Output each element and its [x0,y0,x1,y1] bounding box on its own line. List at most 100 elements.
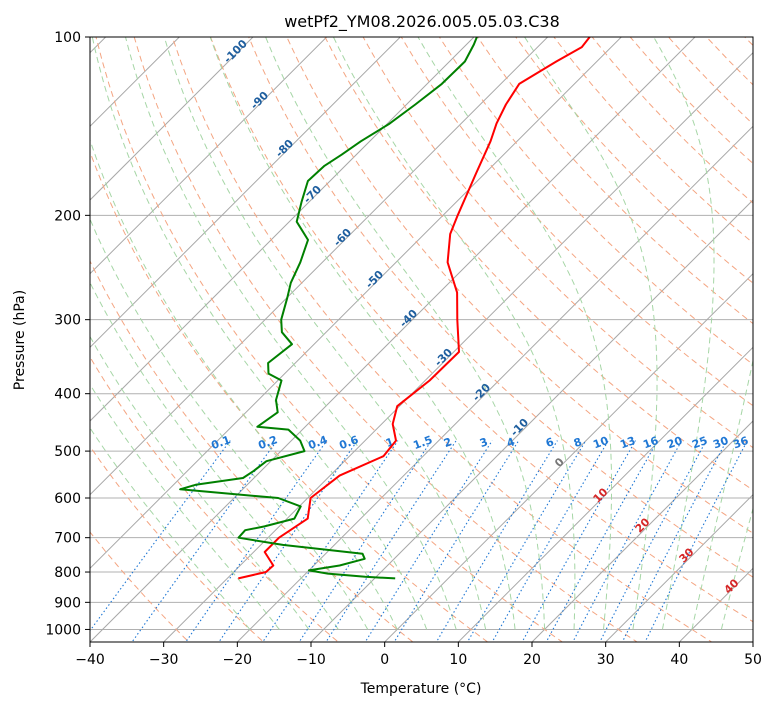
mixing-ratio-line [521,440,637,642]
dry-adiabat [515,37,753,284]
mixing-ratio-line [325,440,457,642]
y-tick-label: 600 [54,491,81,507]
contour-label: 0.1 [209,433,232,452]
mixing-ratio-line [262,440,399,642]
contour-label: -80 [273,137,296,160]
contour-label: 1 [384,435,396,450]
isotherm-line [90,37,402,349]
x-tick-label: −10 [296,652,326,668]
contour-label: -40 [397,307,420,330]
dry-adiabat [400,37,753,407]
dry-adiabat [756,10,775,654]
mixing-ratio-line [364,440,493,642]
contour-label: 6 [544,435,556,450]
y-tick-label: 500 [54,444,81,460]
dry-adiabat [744,37,753,47]
contour-label: 16 [641,434,660,452]
isotherm-line [383,272,753,642]
contour-label: 3 [478,435,490,450]
contour-label: 2 [442,435,454,450]
y-tick-label: 300 [54,313,81,329]
x-tick-label: 40 [670,652,688,668]
contour-label: 20 [633,515,653,535]
isotherm-line [90,37,475,422]
moist-adiabat [90,335,310,630]
profile-lines [179,37,591,580]
x-tick-label: −20 [223,652,253,668]
moist-adiabat [332,37,576,630]
moist-adiabat [163,37,487,630]
isotherm-line [236,125,753,642]
contour-label: -20 [470,381,493,404]
temperature-line [238,37,591,580]
isotherm-line [90,37,181,128]
contour-label: -60 [331,226,354,249]
contour-label: 36 [731,434,750,452]
plot-frame [89,36,754,643]
dry-adiabat [248,37,753,578]
y-axis-label: Pressure (hPa) [12,290,28,390]
y-tick-label: 700 [54,531,81,547]
x-axis: −40 −30 −20 −10 0 10 20 30 40 50 [75,642,762,668]
contour-label: 0.6 [337,433,360,452]
mixing-ratio-line [90,440,231,632]
isotherm-line [90,37,549,496]
dry-adiabat [286,37,753,534]
contour-labels: -100-90-80-70-60-50-40-30-20-10010203040… [209,37,750,597]
y-tick-label: 400 [54,387,81,403]
background-lines [0,10,775,654]
mixing-ratio-line [545,440,659,642]
contour-label: 0.4 [306,433,329,452]
contour-label: 13 [618,434,637,451]
dry-adiabat [438,37,753,366]
y-axis: 100 200 300 400 500 600 700 800 900 1000 [45,30,90,638]
moist-adiabat [720,506,753,630]
isotherm-line [90,37,696,642]
isotherm-line [604,493,753,642]
x-tick-label: 30 [597,652,615,668]
mixing-ratio-line [298,440,432,642]
contour-label: -50 [363,268,386,291]
dry-adiabat [324,37,753,491]
moist-adiabat [653,37,715,630]
contour-label: 20 [665,434,684,452]
contour-label: 30 [711,434,730,452]
moist-adiabat [90,138,398,630]
contour-label: -100 [221,37,250,66]
moist-adiabat [90,281,339,630]
contour-label: 25 [690,434,709,451]
dry-adiabat [171,37,713,642]
dry-adiabat [591,37,753,204]
mixing-ratio-line [491,440,609,642]
contour-label: 8 [572,435,584,450]
x-axis-label: Temperature (°C) [360,681,482,697]
mixing-ratio-line [644,440,748,642]
mixing-ratio-line [621,440,728,642]
moist-adiabat [90,217,369,630]
isotherm-line [90,37,328,275]
dry-adiabat [90,531,190,642]
mixing-ratio-line [218,440,358,642]
isotherm-line [0,10,59,654]
moist-adiabat [90,383,280,630]
moist-adiabat [691,358,753,630]
dry-adiabat [133,37,638,642]
moist-adiabat [209,37,516,630]
mixing-ratio-line [599,440,707,642]
contour-label: 40 [722,576,742,596]
y-tick-label: 200 [54,208,81,224]
x-tick-label: 0 [380,652,389,668]
x-tick-label: −40 [75,652,105,668]
isotherm-line [162,51,753,642]
dry-adiabat [362,37,753,449]
isotherm-line [90,37,623,570]
moist-adiabat [524,37,658,630]
x-tick-label: 10 [449,652,467,668]
contour-label: 10 [591,485,611,505]
dewpoint-line [179,37,478,580]
contour-label: 30 [677,545,697,565]
dry-adiabat [705,37,753,86]
y-tick-label: 900 [54,595,81,611]
isotherm-line [752,641,753,642]
chart-title: wetPf2_YM08.2026.005.05.03.C38 [284,12,560,32]
